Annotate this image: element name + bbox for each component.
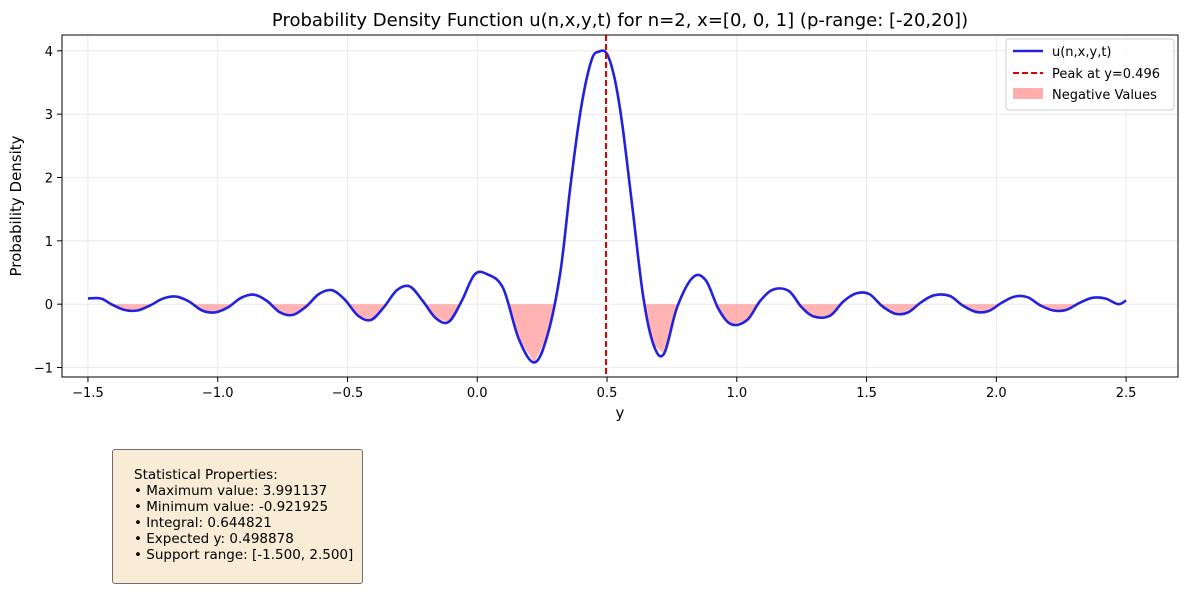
axes-frame — [61, 34, 1179, 378]
series-line-u — [87, 49, 1127, 364]
y-tick-label: 3 — [45, 108, 53, 123]
pdf-chart: −1.5 −1.0 −0.5 0.0 0.5 1.0 1.5 2.0 2.5 −1 0 1 2 3 4 Pr… — [7, 10, 1179, 422]
negative-area — [348, 304, 387, 320]
chart-title: Probability Density Function u(n,x,y,t) … — [272, 10, 968, 31]
statistics-line: • Expected y: 0.498878 — [134, 531, 294, 547]
legend-label-series: u(n,x,y,t) — [1052, 45, 1112, 60]
legend: u(n,x,y,t) Peak at y=0.496 Negative Valu… — [1005, 38, 1175, 111]
negative-area — [508, 304, 554, 363]
negative-area — [799, 304, 841, 317]
x-tick-label: 2.5 — [1116, 386, 1137, 401]
x-tick-label: 1.0 — [726, 386, 747, 401]
series-lines — [87, 35, 1127, 377]
x-tick-label: −1.5 — [72, 386, 104, 401]
axis-ticks: −1.5 −1.0 −0.5 0.0 0.5 1.0 1.5 2.0 2.5 −1 0 1 2 3 4 — [34, 45, 1137, 401]
negative-values-fill — [111, 304, 1077, 363]
y-axis-label: Probability Density — [7, 135, 25, 276]
statistics-line: • Support range: [-1.500, 2.500] — [134, 547, 354, 563]
y-tick-label: 0 — [45, 298, 53, 313]
y-tick-label: 1 — [45, 235, 53, 250]
x-axis-label: y — [616, 404, 625, 422]
statistics-line: • Integral: 0.644821 — [134, 515, 272, 531]
y-tick-label: −1 — [34, 362, 53, 377]
x-tick-label: −0.5 — [332, 386, 364, 401]
x-tick-label: 0.5 — [597, 386, 618, 401]
statistics-box: Statistical Properties: • Maximum value:… — [112, 449, 363, 584]
y-tick-label: 4 — [45, 45, 53, 60]
legend-fill-swatch — [1013, 88, 1043, 99]
statistics-title: Statistical Properties: — [134, 467, 278, 483]
x-tick-label: −1.0 — [202, 386, 234, 401]
negative-area — [111, 304, 153, 311]
y-tick-label: 2 — [45, 172, 53, 187]
legend-label-negative: Negative Values — [1052, 88, 1157, 103]
statistics-line: • Minimum value: -0.921925 — [134, 499, 329, 515]
x-tick-label: 2.0 — [986, 386, 1007, 401]
legend-frame — [1005, 38, 1175, 111]
legend-label-peak: Peak at y=0.496 — [1052, 67, 1160, 82]
x-tick-label: 0.0 — [467, 386, 488, 401]
x-tick-label: 1.5 — [856, 386, 877, 401]
statistics-line: • Maximum value: 3.991137 — [134, 483, 328, 499]
